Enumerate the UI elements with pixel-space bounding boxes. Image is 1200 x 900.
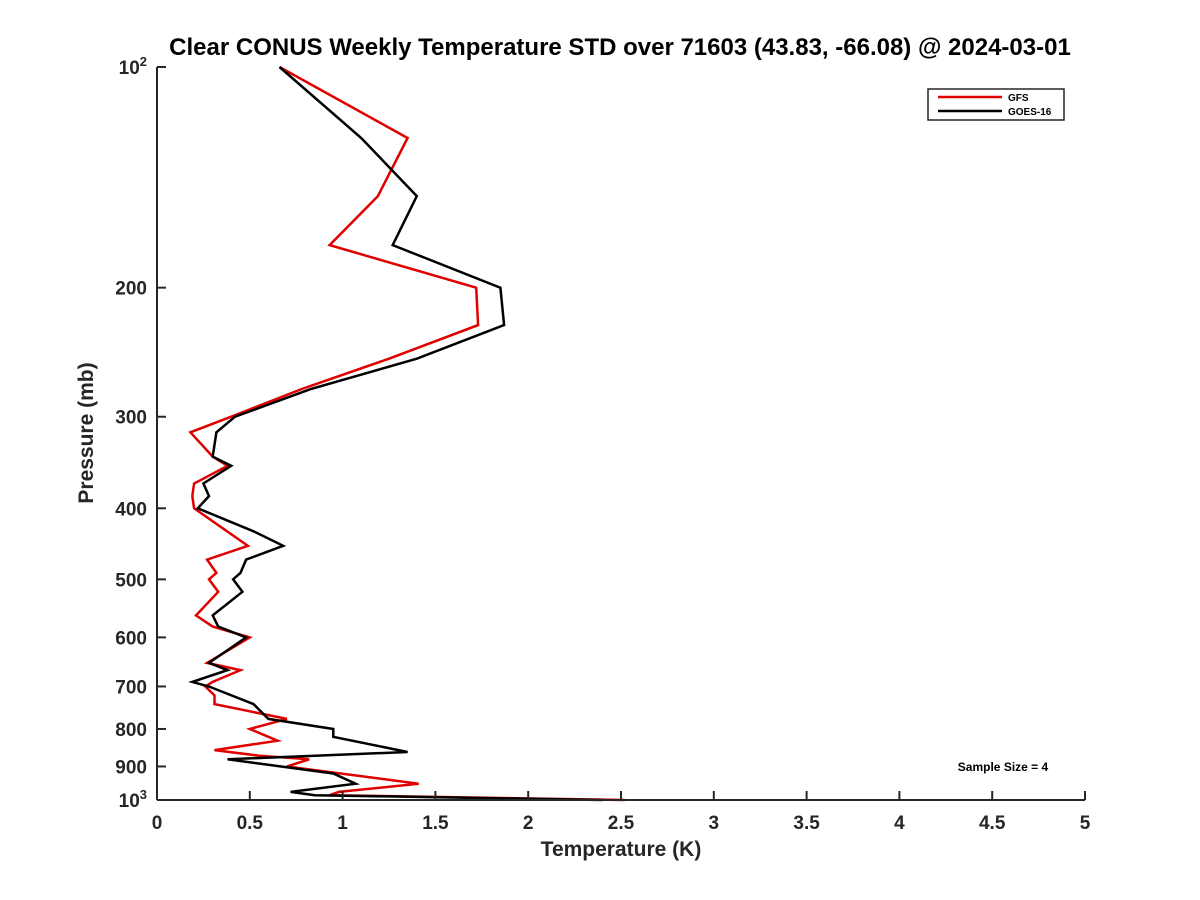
x-axis-ticks: 0 0.5 1 1.5 2 2.5 3 3.5 4 4.5 5	[152, 791, 1091, 834]
y-tick-label: 102	[119, 54, 147, 79]
y-tick-label: 700	[115, 677, 147, 698]
y-tick-label: 500	[115, 570, 147, 591]
series-line-goes16	[188, 66, 603, 802]
x-tick-label: 0	[152, 813, 163, 834]
y-tick-label: 400	[115, 499, 147, 520]
x-tick-label: 3	[709, 813, 720, 834]
y-tick-label: 103	[119, 787, 147, 812]
x-tick-label: 0.5	[237, 813, 264, 834]
series-line-gfs	[188, 65, 625, 802]
y-tick-label: 900	[115, 757, 147, 778]
legend-label-goes16: GOES-16	[1008, 107, 1052, 118]
x-tick-label: 4	[894, 813, 905, 834]
legend: GFS GOES-16	[927, 88, 1065, 121]
x-tick-label: 2	[523, 813, 534, 834]
y-tick-label: 200	[115, 279, 147, 300]
y-axis-label: Pressure (mb)	[75, 362, 98, 503]
plot-area	[157, 67, 1085, 800]
legend-label-gfs: GFS	[1008, 93, 1029, 104]
x-tick-label: 5	[1080, 813, 1091, 834]
x-tick-label: 2.5	[608, 813, 635, 834]
x-axis-label: Temperature (K)	[541, 838, 702, 861]
y-axis-ticks: 102 200 300 400 500 600 700 800 900 103	[115, 54, 166, 812]
y-tick-label: 600	[115, 628, 147, 649]
y-tick-label: 300	[115, 408, 147, 429]
x-tick-label: 1.5	[422, 813, 449, 834]
x-tick-label: 4.5	[979, 813, 1006, 834]
sample-size-annotation: Sample Size = 4	[958, 760, 1049, 774]
series-layer	[188, 65, 625, 802]
chart-title: Clear CONUS Weekly Temperature STD over …	[169, 34, 1071, 61]
x-tick-label: 1	[337, 813, 348, 834]
y-tick-label: 800	[115, 720, 147, 741]
x-tick-label: 3.5	[793, 813, 820, 834]
legend-box	[927, 88, 1065, 121]
